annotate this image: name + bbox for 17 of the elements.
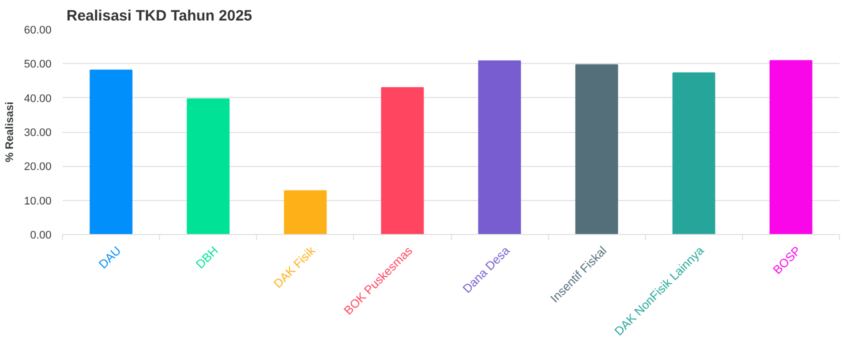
- bar: [478, 60, 521, 234]
- chart-title: Realisasi TKD Tahun 2025: [66, 8, 252, 24]
- bar: [672, 72, 716, 234]
- bar: [90, 70, 132, 234]
- bar: [284, 190, 327, 234]
- y-tick-label: 20.00: [24, 161, 52, 174]
- y-tick-label: 40.00: [24, 92, 52, 105]
- y-tick-label: 60.00: [24, 24, 52, 36]
- bar: [575, 64, 618, 234]
- bar: [770, 60, 812, 234]
- y-axis-title: % Realisasi: [4, 102, 16, 162]
- y-tick-label: 10.00: [24, 195, 52, 208]
- bar: [186, 98, 230, 234]
- y-tick-label: 50.00: [24, 58, 52, 71]
- y-tick-label: 30.00: [24, 127, 52, 139]
- bar: [381, 87, 424, 234]
- y-tick-label: 0.00: [30, 230, 52, 242]
